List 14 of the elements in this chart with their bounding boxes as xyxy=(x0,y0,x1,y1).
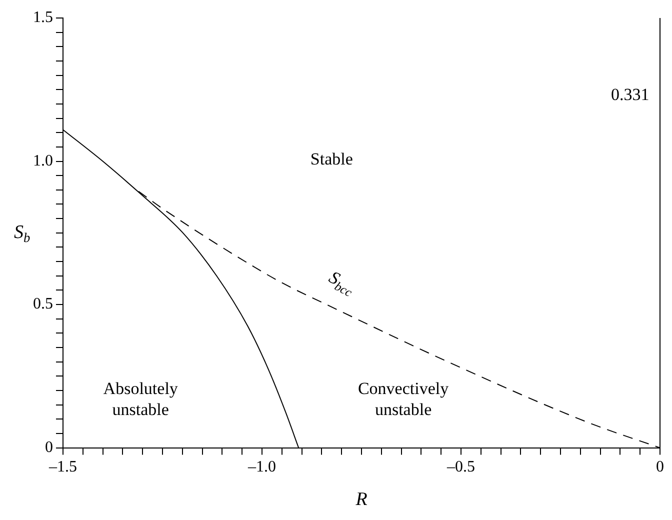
x-tick-label: –1.0 xyxy=(247,458,276,476)
annotation: 0.331 xyxy=(611,84,650,104)
x-axis-title: R xyxy=(354,488,368,510)
annotation: Stable xyxy=(310,149,353,168)
x-tick-label: –1.5 xyxy=(48,458,77,476)
annotation: Absolutely unstable xyxy=(103,378,178,419)
y-tick-label: 1.5 xyxy=(33,9,53,26)
y-tick-label: 1.0 xyxy=(33,152,53,170)
y-tick-label: 0 xyxy=(45,439,53,456)
y-tick-label: 0.5 xyxy=(33,296,53,313)
x-tick-label: –0.5 xyxy=(446,458,475,476)
x-tick-label: 0 xyxy=(656,458,664,476)
text: Sbcc xyxy=(326,266,355,300)
annotation: Convectively unstable xyxy=(358,378,450,419)
